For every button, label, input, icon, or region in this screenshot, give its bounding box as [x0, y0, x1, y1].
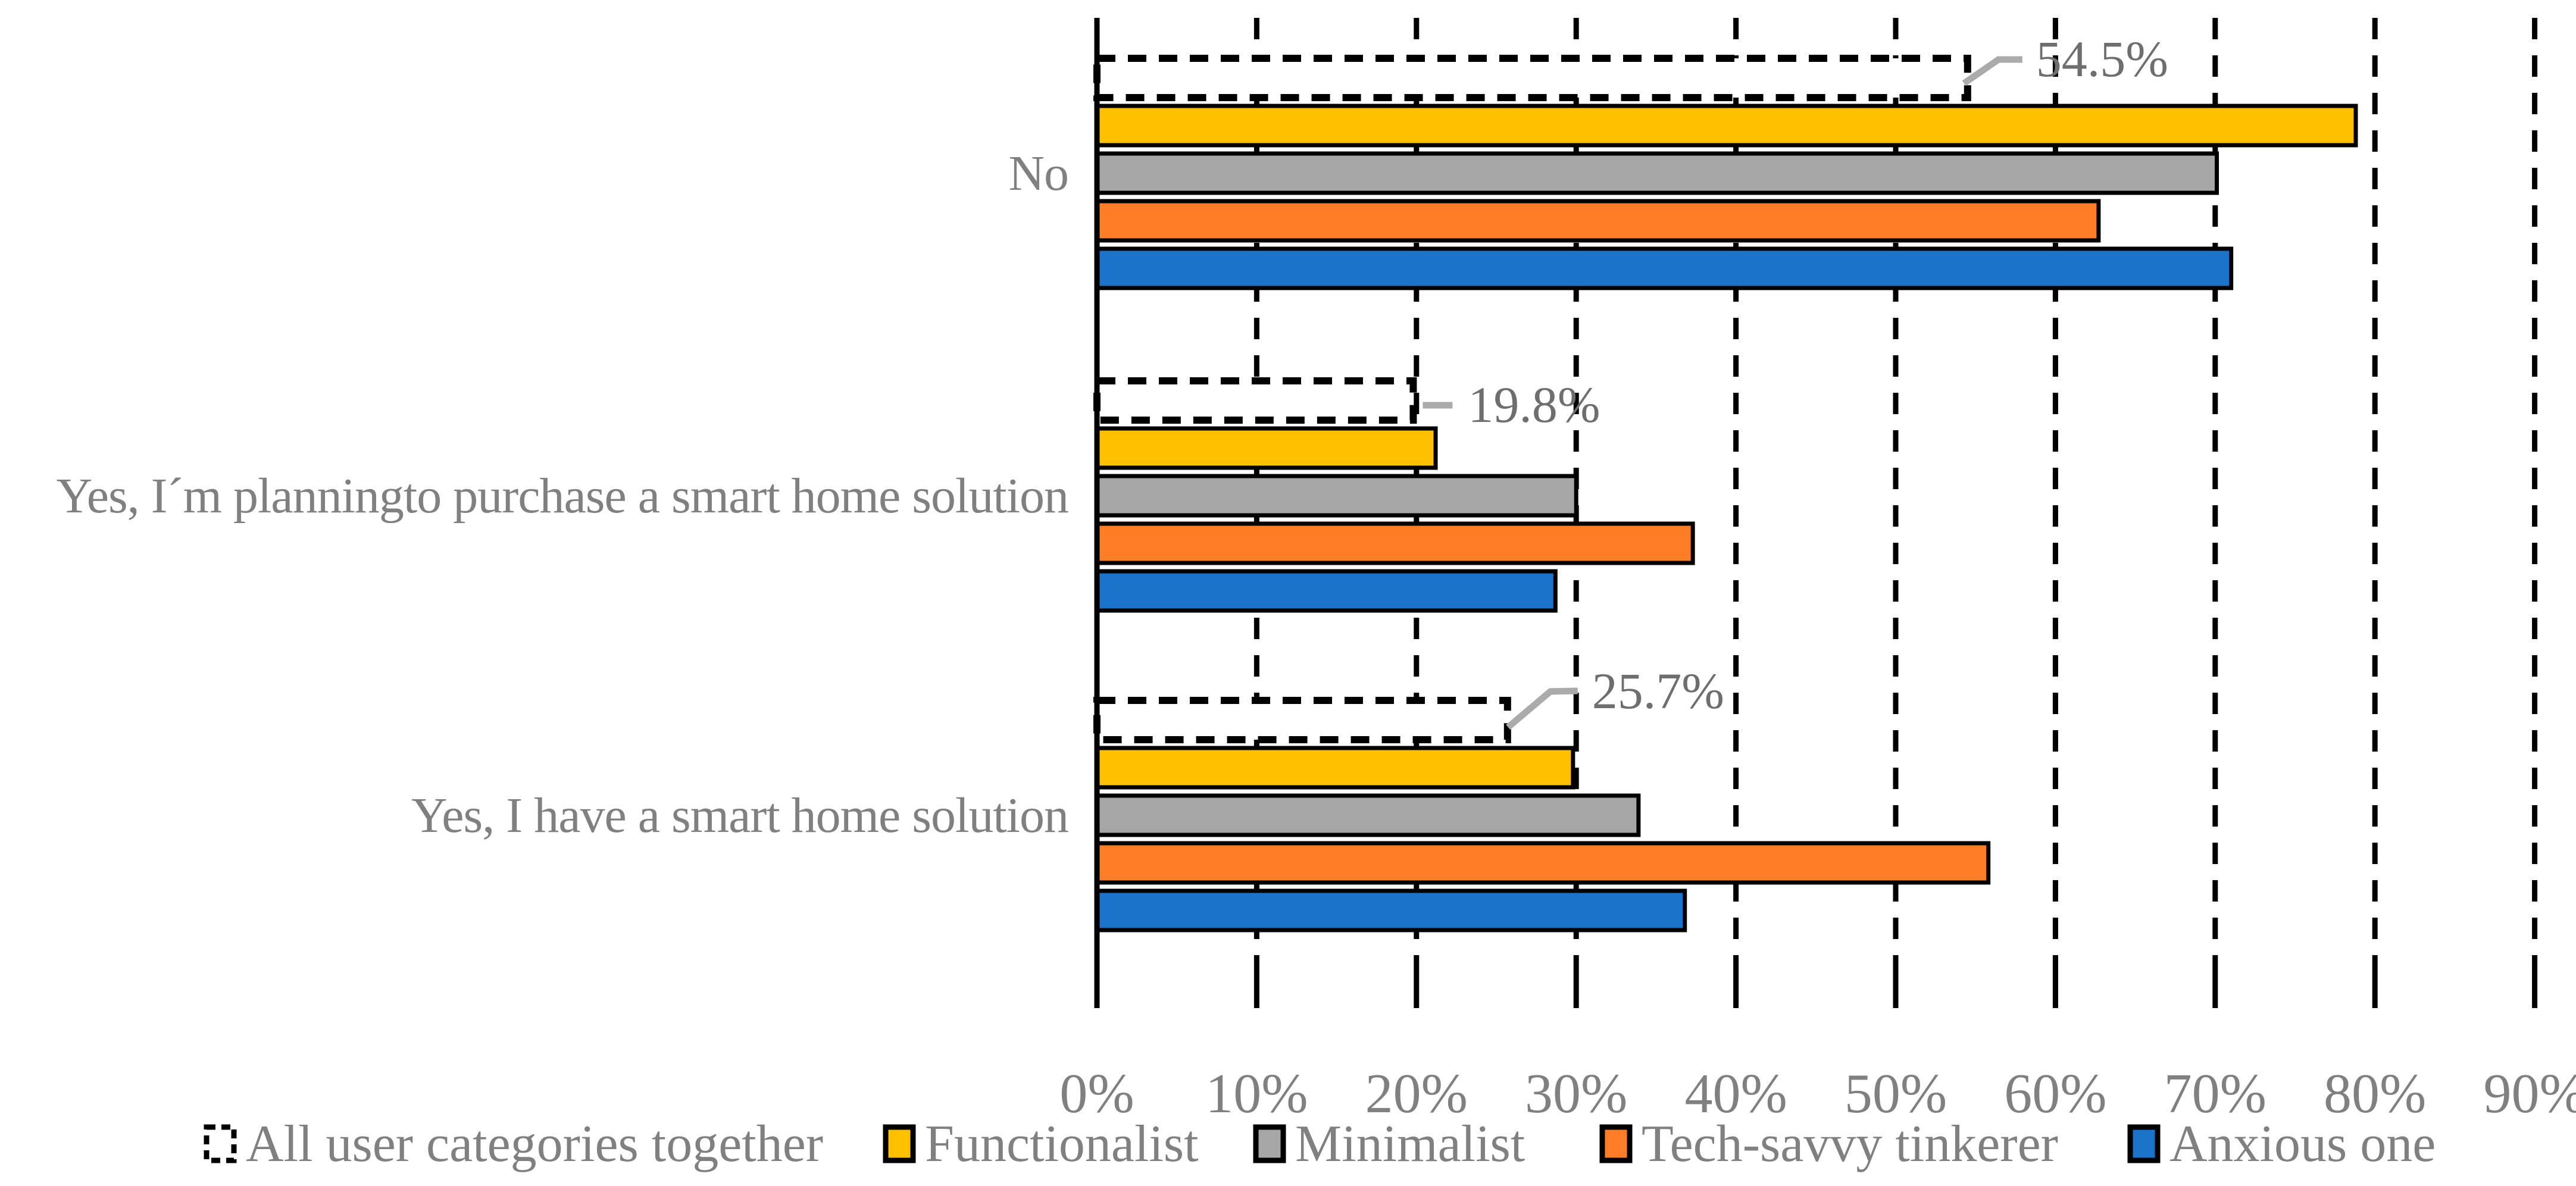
- legend: All user categories together Functionalis…: [204, 1115, 2436, 1173]
- legend-swatch-anxious-one-icon: [2127, 1124, 2161, 1163]
- x-axis-ticks: [1253, 971, 2538, 1008]
- category-label-0: No: [1008, 146, 1068, 201]
- callout-label-1: 19.8%: [1468, 376, 1600, 433]
- category-label-2: Yes, I have a smart home solution: [411, 788, 1068, 843]
- bar-minimalist-cat0: [1095, 151, 2219, 195]
- x-tick-label-6: 60%: [2004, 1063, 2106, 1125]
- x-tick-label-7: 70%: [2164, 1063, 2266, 1125]
- x-tick-label-4: 40%: [1684, 1063, 1787, 1125]
- legend-label-tech-savvy-tinkerer: Tech-savvy tinkerer: [1642, 1115, 2058, 1173]
- x-tick-label-2: 20%: [1365, 1063, 1468, 1125]
- legend-label-anxious-one: Anxious one: [2169, 1115, 2436, 1173]
- bar-all-user-categories-toge-cat0: [1093, 55, 1971, 101]
- legend-item-tech-savvy-tinkerer: Tech-savvy tinkerer: [1599, 1115, 2058, 1173]
- bar-functionalist-cat1: [1095, 426, 1438, 470]
- bar-anxious-one-cat2: [1095, 888, 1687, 932]
- x-tick-label-9: 90%: [2483, 1063, 2576, 1125]
- legend-item-minimalist: Minimalist: [1253, 1115, 1525, 1173]
- bar-tech-savvy-tinkerer-cat0: [1095, 199, 2101, 243]
- bar-groups: [1093, 55, 2358, 932]
- bar-minimalist-cat1: [1095, 474, 1578, 518]
- callout-label-0: 54.5%: [2036, 30, 2168, 87]
- legend-item-all-user-categories-together: All user categories together: [204, 1115, 823, 1173]
- bar-group-no: [1093, 55, 2358, 290]
- x-tick-label-5: 50%: [1845, 1063, 1947, 1125]
- legend-item-anxious-one: Anxious one: [2127, 1115, 2436, 1173]
- callout-label-2: 25.7%: [1592, 662, 1724, 719]
- bar-tech-savvy-tinkerer-cat2: [1095, 841, 1991, 885]
- legend-swatch-functionalist-icon: [883, 1124, 916, 1163]
- bar-tech-savvy-tinkerer-cat1: [1095, 521, 1695, 565]
- x-tick-label-1: 10%: [1205, 1063, 1308, 1125]
- callout-leader-line-2: [1506, 687, 1578, 730]
- x-tick-label-8: 80%: [2324, 1063, 2426, 1125]
- bar-functionalist-cat0: [1095, 104, 2358, 148]
- bar-functionalist-cat2: [1095, 746, 1575, 790]
- x-axis-tick-labels: 0% 10% 20% 30% 40% 50% 60% 70% 80% 90%: [1059, 1063, 2576, 1125]
- legend-item-functionalist: Functionalist: [883, 1115, 1199, 1173]
- category-label-1: Yes, I´m planningto purchase a smart hom…: [56, 468, 1068, 524]
- bar-group-yes-i-have-a-smart-home-soluti: [1093, 697, 1991, 932]
- x-tick-label-0: 0%: [1059, 1063, 1134, 1125]
- legend-swatch-tech-savvy-tinkerer-icon: [1599, 1124, 1633, 1163]
- category-labels: No Yes, I´m planningto purchase a smart h…: [56, 146, 1069, 843]
- bar-anxious-one-cat1: [1095, 569, 1558, 613]
- bar-group-yes-i-m-planningto-purchase-a-: [1093, 377, 1695, 613]
- bar-anxious-one-cat0: [1095, 246, 2234, 290]
- x-tick-label-3: 30%: [1525, 1063, 1627, 1125]
- bar-all-user-categories-toge-cat1: [1093, 377, 1417, 424]
- legend-swatch-all-user-categories--dashed-icon: [204, 1124, 237, 1163]
- legend-label-all-user-categories-together: All user categories together: [246, 1115, 823, 1173]
- callout-leader-line-0: [1962, 56, 2022, 86]
- bar-all-user-categories-toge-cat2: [1093, 697, 1511, 743]
- legend-swatch-minimalist-icon: [1253, 1124, 1286, 1163]
- callouts: 54.5% 19.8% 25.7%: [1423, 30, 2168, 730]
- bar-minimalist-cat2: [1095, 793, 1641, 837]
- legend-label-functionalist: Functionalist: [925, 1115, 1199, 1173]
- legend-label-minimalist: Minimalist: [1295, 1115, 1525, 1173]
